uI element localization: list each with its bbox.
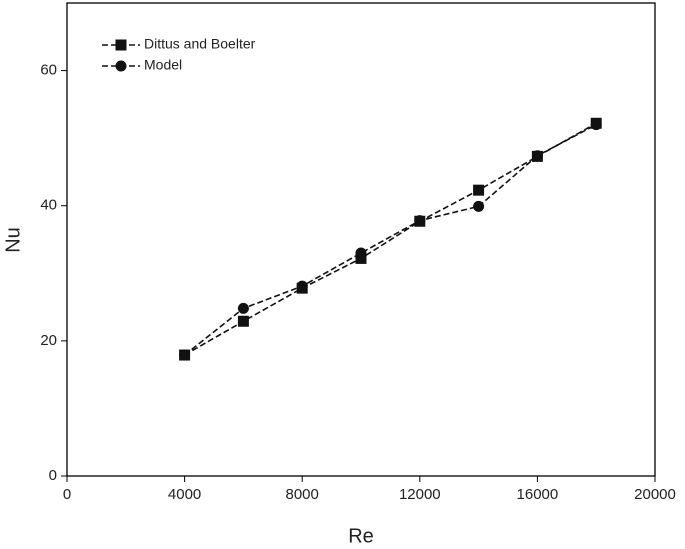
y-tick-label: 0: [49, 467, 57, 484]
x-tick-label: 0: [63, 486, 71, 503]
series-line: [184, 122, 597, 356]
marker: [531, 150, 543, 162]
marker: [237, 315, 249, 327]
x-tick-label: 12000: [399, 486, 441, 503]
y-axis-title: Nu: [2, 227, 24, 253]
x-tick-label: 8000: [286, 486, 319, 503]
y-tick-label: 40: [40, 197, 57, 214]
marker: [473, 184, 485, 196]
marker: [355, 247, 367, 259]
x-tick-label: 4000: [168, 486, 201, 503]
y-tick-label: 20: [40, 332, 57, 349]
x-tick-label: 20000: [634, 486, 676, 503]
legend-label: Dittus and Boelter: [144, 36, 256, 52]
marker: [237, 302, 249, 314]
legend-label: Model: [144, 57, 182, 73]
marker: [473, 200, 485, 212]
marker: [179, 349, 191, 361]
y-tick-label: 60: [40, 62, 57, 79]
legend-marker: [115, 60, 127, 72]
plot-frame: [66, 2, 656, 477]
x-tick-label: 16000: [517, 486, 559, 503]
marker: [296, 280, 308, 292]
marker: [414, 215, 426, 227]
series-line: [184, 123, 597, 356]
x-axis-title: Re: [348, 525, 374, 547]
marker: [590, 119, 602, 131]
legend-marker: [115, 39, 127, 51]
